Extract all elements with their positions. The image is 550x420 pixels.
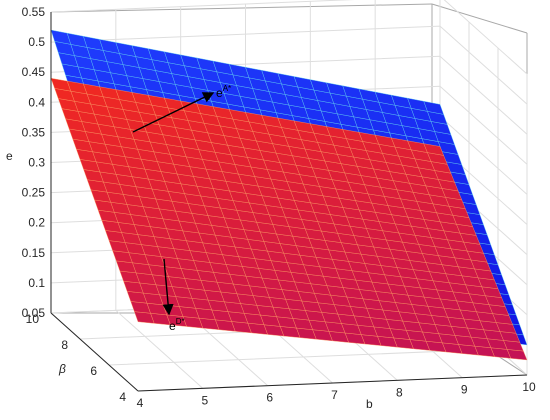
z-tick-label: 0.05	[22, 306, 46, 320]
x-tick-label: 9	[461, 383, 468, 397]
y-tick-label: 6	[90, 364, 97, 378]
annotation-d-base: e	[169, 319, 176, 333]
x-tick-label: 7	[331, 388, 338, 402]
z-tick-label: 0.2	[28, 216, 45, 230]
surface-patch	[423, 100, 445, 115]
surfaces	[50, 29, 528, 361]
back-edge-2	[431, 3, 528, 34]
y-axis-line	[50, 312, 139, 392]
x-tick-label: 10	[522, 380, 536, 394]
z-tick-label: 0.35	[22, 125, 46, 139]
x-axis-line	[137, 374, 528, 392]
annotation-arrow-a	[132, 92, 215, 133]
y-tick-label: 4	[119, 390, 126, 404]
z-axis-label: e	[6, 149, 13, 163]
annotation-d-sup: D*	[176, 317, 185, 326]
x-tick-label: 6	[266, 391, 273, 405]
axis-lines	[50, 12, 528, 392]
z-tick-label: 0.25	[22, 186, 46, 200]
annotation-label-a: eA*	[216, 84, 231, 100]
z-tick-label: 0.3	[28, 156, 45, 170]
annotation-arrow-d	[162, 258, 174, 316]
annotation-a-base: e	[216, 86, 223, 100]
tick-labels: 0.05 0.1 0.15 0.2 0.25 0.3 0.35 0.4 0.45 0.5 0.55 4…	[22, 5, 536, 410]
y-tick-label: 10	[26, 312, 40, 326]
surface-patch	[423, 143, 445, 156]
annotations: eA* eD*	[132, 84, 231, 333]
z-tick-label: 0.1	[28, 276, 45, 290]
x-axis-label: b	[366, 397, 373, 411]
z-tick-label: 0.15	[22, 246, 46, 260]
x-tick-label: 8	[396, 385, 403, 399]
y-tick-label: 8	[61, 338, 68, 352]
z-tick-label: 0.55	[22, 5, 46, 19]
back-edge-1	[50, 3, 433, 13]
z-tick-label: 0.5	[28, 35, 45, 49]
z-tick-label: 0.45	[22, 65, 46, 79]
y-axis-label: β	[58, 362, 66, 376]
surface-1	[50, 77, 528, 361]
x-tick-label: 5	[201, 393, 208, 407]
z-tick-label: 0.4	[28, 95, 45, 109]
annotation-label-d: eD*	[169, 317, 185, 333]
x-tick-label: 4	[137, 396, 144, 410]
axis-labels: e β b	[6, 149, 373, 411]
annotation-a-sup: A*	[223, 84, 231, 93]
